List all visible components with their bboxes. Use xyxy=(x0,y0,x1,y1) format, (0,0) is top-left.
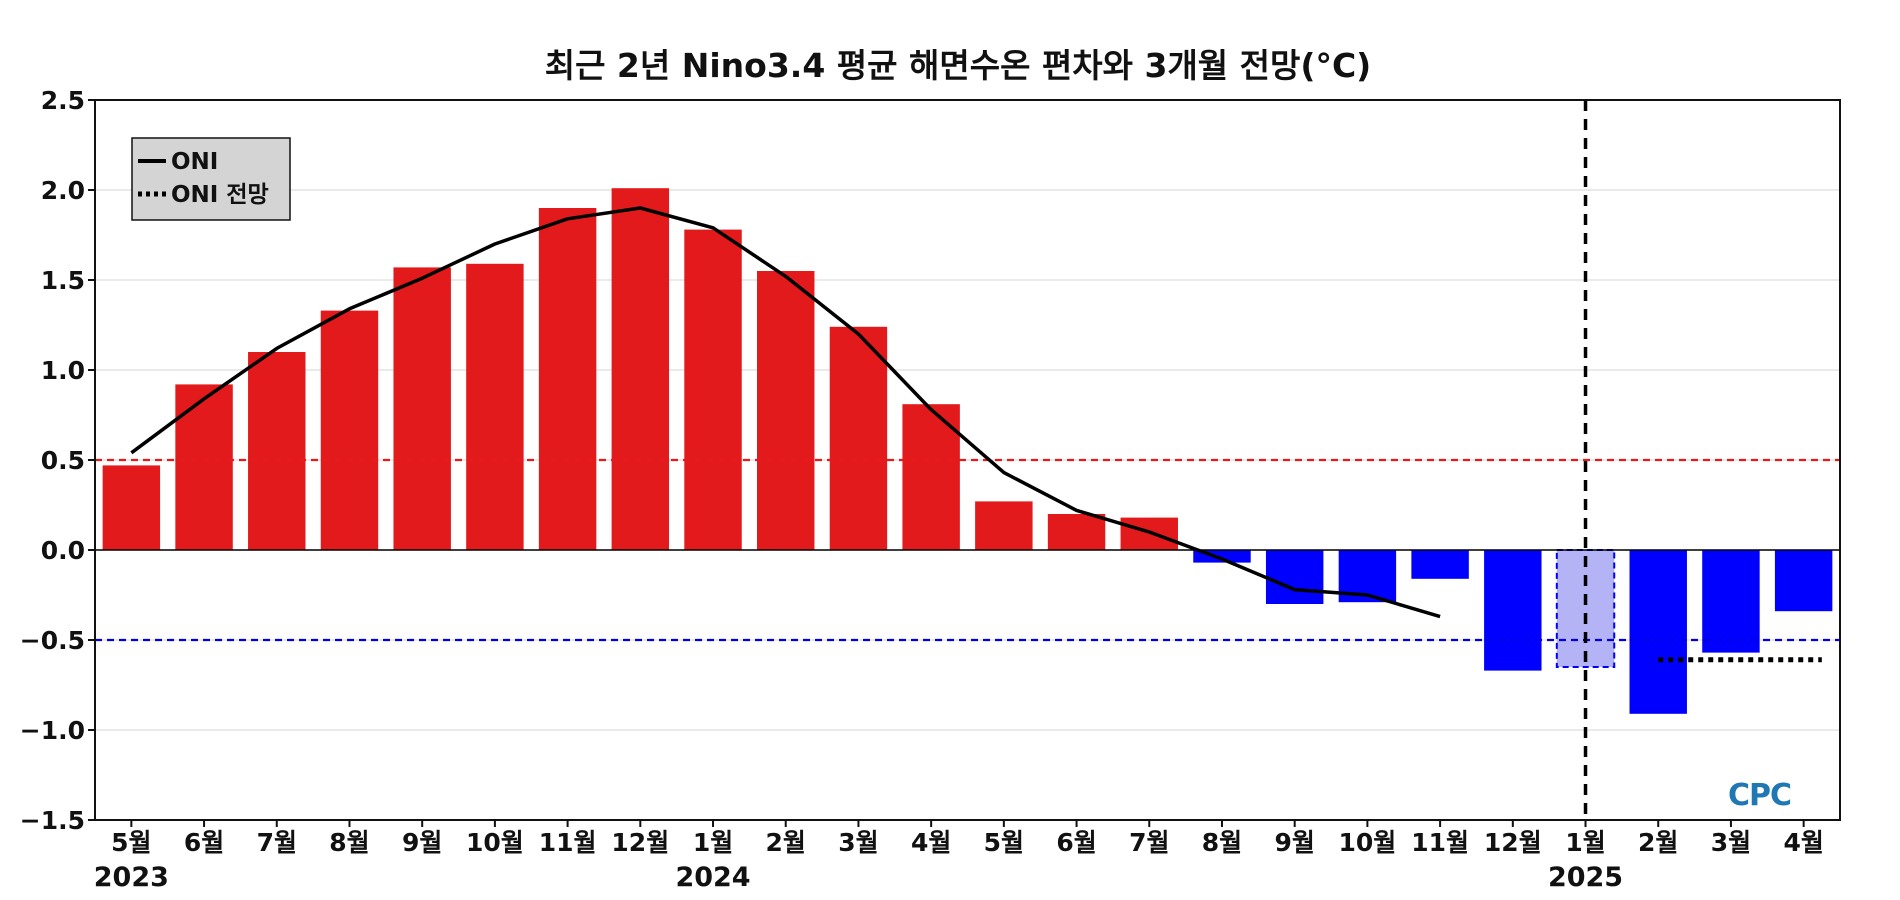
forecast-bar xyxy=(1555,549,1616,668)
bar-1 xyxy=(175,384,233,550)
bar-23 xyxy=(1774,550,1833,612)
x-tick-label-10: 3월 xyxy=(838,828,878,857)
x-tick-label-19: 12월 xyxy=(1484,828,1542,857)
bar-5 xyxy=(466,263,524,550)
y-tick-label-1: 2.0 xyxy=(41,176,85,205)
x-tick-label-22: 3월 xyxy=(1711,828,1751,857)
bar-16 xyxy=(1265,550,1324,604)
bar-12 xyxy=(975,501,1033,550)
year-label-0: 2023 xyxy=(94,862,169,893)
y-tick-label-0: 2.5 xyxy=(41,86,85,115)
x-tick-label-17: 10월 xyxy=(1338,828,1396,857)
x-tick-label-23: 4월 xyxy=(1783,828,1823,857)
chart-title: 최근 2년 Nino3.4 평균 해면수온 편차와 3개월 전망(°C) xyxy=(545,46,1372,85)
y-tick-label-8: −1.5 xyxy=(20,806,85,835)
year-label-1: 2024 xyxy=(675,862,750,893)
bar-8 xyxy=(684,229,742,550)
bar-13 xyxy=(1047,514,1106,550)
x-tick-label-5: 10월 xyxy=(466,828,524,857)
x-tick-label-3: 8월 xyxy=(329,828,369,857)
x-tick-label-9: 2월 xyxy=(766,828,806,857)
bar-2 xyxy=(248,352,306,550)
x-tick-label-2: 7월 xyxy=(257,828,297,857)
bar-21 xyxy=(1629,550,1687,714)
bar-18 xyxy=(1411,550,1469,579)
bar-7 xyxy=(611,188,670,550)
legend: ONI ONI 전망 xyxy=(131,137,291,221)
legend-oni-label: ONI xyxy=(171,149,218,175)
x-tick-label-0: 5월 xyxy=(111,828,151,857)
bar-22 xyxy=(1702,550,1760,653)
bar-4 xyxy=(393,267,451,550)
year-label-2: 2025 xyxy=(1548,862,1623,893)
bar-10 xyxy=(829,326,888,550)
y-tick-label-6: −0.5 xyxy=(20,626,85,655)
x-tick-label-14: 7월 xyxy=(1129,828,1169,857)
y-tick-label-2: 1.5 xyxy=(41,266,85,295)
x-tick-label-7: 12월 xyxy=(611,828,669,857)
x-tick-label-12: 5월 xyxy=(984,828,1024,857)
reference-lines xyxy=(95,458,1840,642)
y-tick-label-4: 0.5 xyxy=(41,446,85,475)
y-tick-label-7: −1.0 xyxy=(20,716,85,745)
axes: 2.5 2.0 1.5 1.0 0.5 0.0 −0.5 −1.0 −1.5 5월 6월 7월 8월 9월… xyxy=(20,86,1824,893)
x-tick-label-8: 1월 xyxy=(693,828,733,857)
bar-19 xyxy=(1484,550,1542,671)
bar-6 xyxy=(538,208,597,550)
bar-0 xyxy=(102,465,161,550)
x-tick-label-11: 4월 xyxy=(911,828,951,857)
y-tick-label-5: 0.0 xyxy=(41,536,85,565)
bar-9 xyxy=(757,271,815,550)
oni-line xyxy=(130,206,1441,619)
x-tick-label-6: 11월 xyxy=(539,828,597,857)
x-tick-label-15: 8월 xyxy=(1202,828,1242,857)
x-tick-label-21: 2월 xyxy=(1638,828,1678,857)
x-tick-label-4: 9월 xyxy=(402,828,442,857)
bar-3 xyxy=(320,310,379,550)
bars xyxy=(102,188,1833,714)
cpc-logo: CPC xyxy=(1728,778,1792,813)
oni-lines xyxy=(130,100,1822,820)
x-tick-label-13: 6월 xyxy=(1056,828,1096,857)
x-tick-label-20: 1월 xyxy=(1565,828,1605,857)
x-tick-label-1: 6월 xyxy=(184,828,224,857)
cpc-logo-text: CPC xyxy=(1728,778,1791,813)
y-tick-label-3: 1.0 xyxy=(41,356,85,385)
x-tick-label-16: 9월 xyxy=(1274,828,1314,857)
x-tick-label-18: 11월 xyxy=(1411,828,1469,857)
legend-box xyxy=(131,137,291,221)
legend-oni-forecast-label: ONI 전망 xyxy=(171,182,269,208)
